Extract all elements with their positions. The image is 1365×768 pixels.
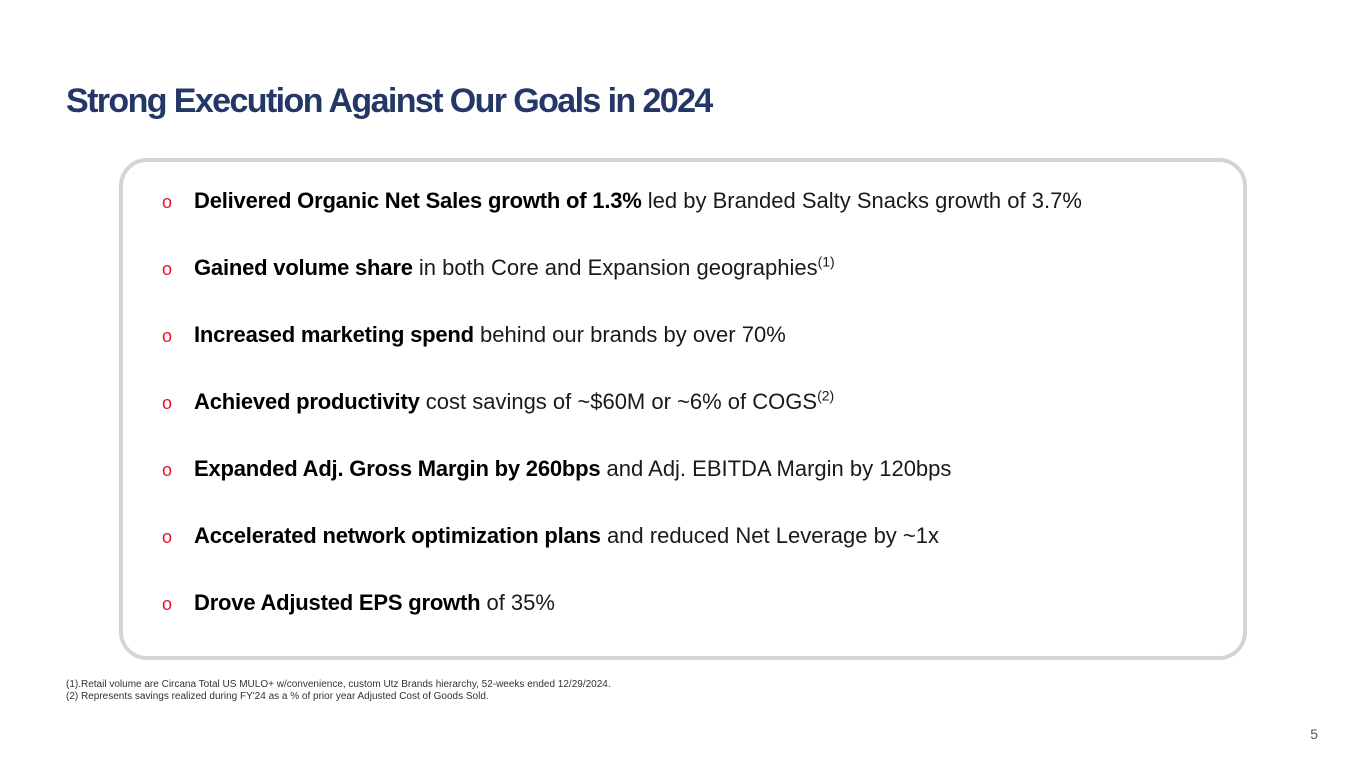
bullet-item: o Achieved productivity cost savings of ~… [162, 389, 834, 415]
bullet-text: in both Core and Expansion geographies [412, 255, 818, 280]
bullet-marker-icon: o [162, 192, 173, 212]
page-number: 5 [1310, 726, 1318, 742]
bullet-footnote-ref: (1) [817, 253, 835, 270]
bullet-bold-text: Accelerated network optimization plans [194, 523, 601, 548]
bullet-marker-icon: o [162, 594, 173, 614]
page-title: Strong Execution Against Our Goals in 20… [66, 82, 713, 120]
bullet-marker-icon: o [162, 460, 173, 480]
bullet-bold-text: Delivered Organic Net Sales growth of 1.… [194, 188, 642, 213]
bullet-text: and Adj. EBITDA Margin by 120bps [600, 456, 952, 481]
bullet-bold-text: Drove Adjusted EPS growth [194, 590, 481, 615]
bullet-text: led by Branded Salty Snacks growth of 3.… [641, 188, 1082, 213]
bullet-item: o Delivered Organic Net Sales growth of 1… [162, 188, 1082, 214]
bullet-bold-text: Increased marketing spend [194, 322, 474, 347]
footnotes: (1).Retail volume are Circana Total US M… [66, 679, 611, 703]
footnote-2: (2) Represents savings realized during F… [66, 691, 489, 702]
footnote-1: (1).Retail volume are Circana Total US M… [66, 679, 611, 690]
bullet-text: behind our brands by over 70% [473, 322, 786, 347]
bullet-marker-icon: o [162, 393, 173, 413]
bullet-item: o Gained volume share in both Core and Ex… [162, 255, 835, 281]
bullet-text: cost savings of ~$60M or ~6% of COGS [419, 389, 818, 414]
highlights-box [119, 158, 1247, 660]
bullet-marker-icon: o [162, 326, 173, 346]
bullet-item: o Accelerated network optimization plans … [162, 523, 939, 549]
bullet-item: o Increased marketing spend behind our br… [162, 322, 786, 348]
bullet-bold-text: Gained volume share [194, 255, 413, 280]
bullet-marker-icon: o [162, 527, 173, 547]
bullet-footnote-ref: (2) [817, 387, 835, 404]
bullet-bold-text: Expanded Adj. Gross Margin by 260bps [194, 456, 601, 481]
bullet-bold-text: Achieved productivity [194, 389, 420, 414]
bullet-item: o Expanded Adj. Gross Margin by 260bps an… [162, 456, 951, 482]
bullet-item: o Drove Adjusted EPS growth of 35% [162, 590, 555, 616]
bullet-marker-icon: o [162, 259, 173, 279]
bullet-text: of 35% [480, 590, 555, 615]
bullet-text: and reduced Net Leverage by ~1x [600, 523, 940, 548]
